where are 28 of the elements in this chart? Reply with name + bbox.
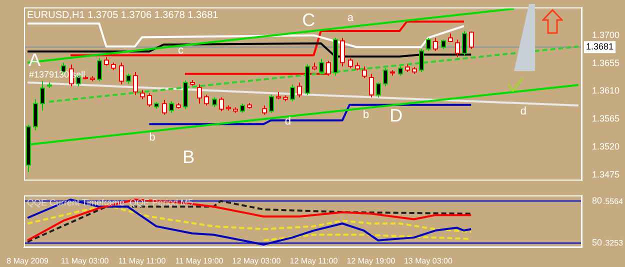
x-tick-label: 11 May 11:00 xyxy=(118,256,166,266)
annotation: b xyxy=(149,131,156,144)
y-tick-label: 1.3655 xyxy=(592,58,620,68)
y-tick-label: 1.3610 xyxy=(592,86,620,96)
y-tick-label: 1.3565 xyxy=(592,114,620,124)
x-tick-label: 12 May 19:00 xyxy=(346,256,396,266)
ref-line-label: 1.3681 xyxy=(586,42,614,52)
text: .5564 xyxy=(603,196,624,206)
annotation: D xyxy=(390,105,403,126)
annotation: b xyxy=(362,108,370,121)
y-tick-label: 1.3700 xyxy=(592,30,620,40)
y-tick-label: 1.3475 xyxy=(592,169,620,180)
x-tick-label: 13 May 03:00 xyxy=(404,256,453,266)
x-tick-label: 11 May 19:00 xyxy=(175,256,224,266)
y-tick-label: 1.3520 xyxy=(592,142,620,152)
y-tick-label: 50 xyxy=(592,238,602,248)
annotation: a xyxy=(347,12,354,24)
x-tick-label: 12 May 03:00 xyxy=(232,256,282,266)
annotation: c xyxy=(178,44,184,57)
annotation: d xyxy=(520,105,526,118)
x-tick-label: 8 May 2009 xyxy=(6,256,50,266)
x-tick-label: 12 May 11:00 xyxy=(290,256,338,266)
y-tick-label: 80 xyxy=(592,196,602,206)
annotation: C xyxy=(302,10,316,30)
text: .3253 xyxy=(603,238,624,248)
x-tick-label: 11 May 03:00 xyxy=(60,256,110,266)
chart-title: EURUSD,H1 1.3705 1.3706 1.3678 1.3681 xyxy=(27,10,219,22)
annotation: B xyxy=(182,147,195,168)
